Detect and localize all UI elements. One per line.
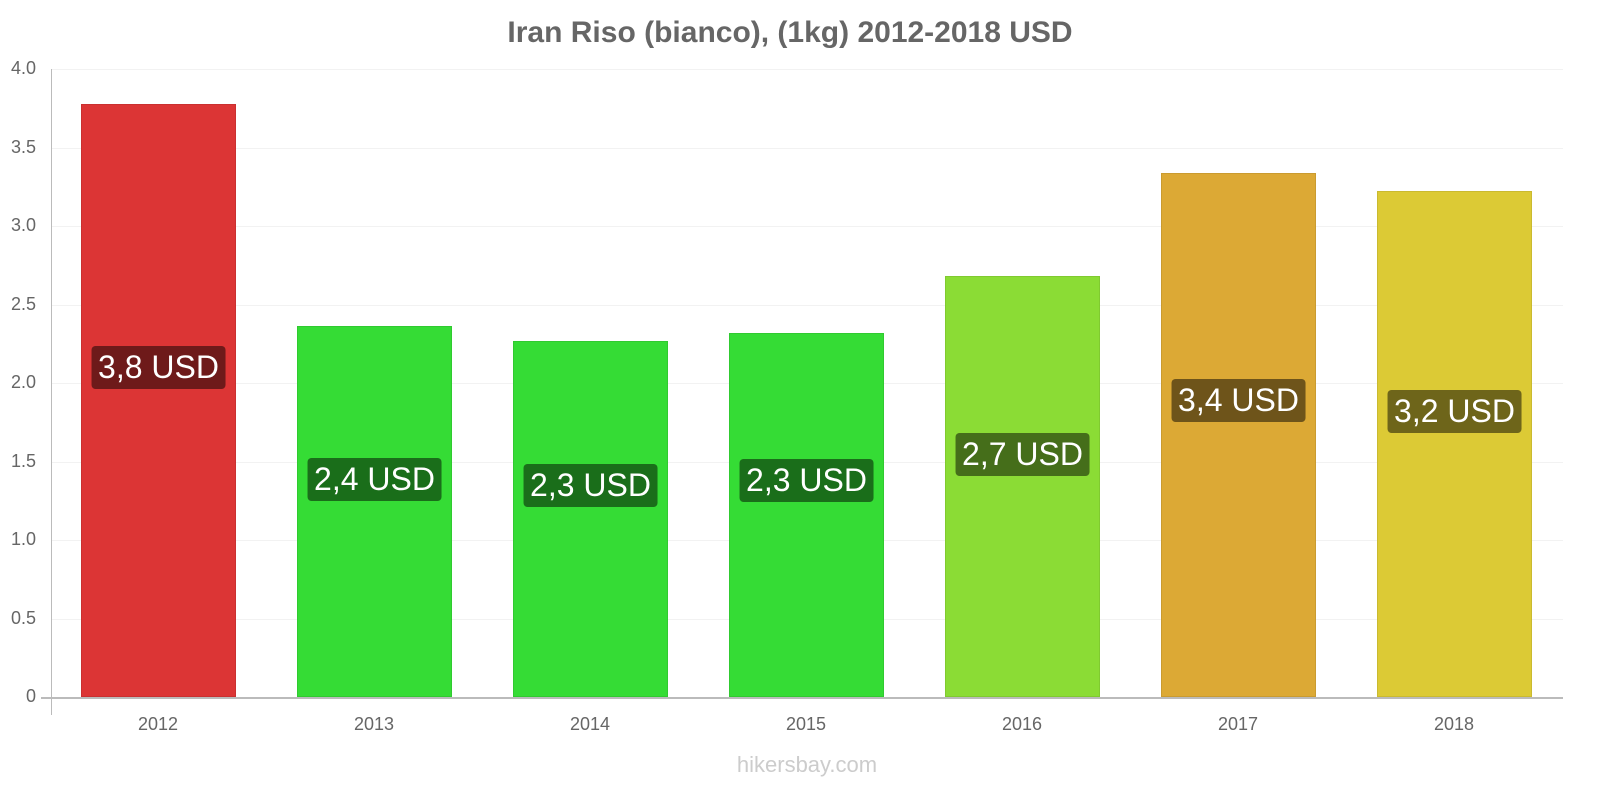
bar-2012: 3,8 USD	[81, 103, 236, 697]
x-tick-label: 2013	[353, 714, 395, 734]
y-tick-label: 0	[25, 686, 36, 706]
y-tick-label: 1.0	[10, 529, 36, 549]
x-tick-label: 2018	[1433, 714, 1475, 734]
x-tick-label: 2016	[1001, 714, 1043, 734]
y-tick-label: 2.5	[10, 293, 36, 314]
y-axis-line	[51, 69, 52, 715]
data-label: 3,4 USD	[1171, 378, 1306, 422]
y-tick-label: 0.5	[10, 607, 36, 628]
y-tick-label: 1.5	[10, 450, 36, 471]
source-credit: hikersbay.com	[736, 752, 878, 777]
data-label: 2,4 USD	[307, 457, 442, 501]
bar-2015: 2,3 USD	[729, 332, 884, 697]
gridline	[51, 226, 1563, 227]
data-label: 3,2 USD	[1387, 389, 1522, 433]
y-tick-label: 3.0	[10, 215, 36, 235]
y-tick-label: 2.0	[10, 372, 36, 392]
data-label: 3,8 USD	[91, 345, 226, 389]
bar-2014: 2,3 USD	[513, 340, 668, 697]
x-tick-label: 2015	[785, 714, 827, 734]
x-tick-label: 2014	[569, 714, 611, 734]
bar-2018: 3,2 USD	[1377, 191, 1532, 697]
gridline	[51, 69, 1563, 70]
gridline	[51, 147, 1563, 149]
gridline	[51, 304, 1563, 306]
bar-2017: 3,4 USD	[1161, 172, 1316, 697]
data-label: 2,3 USD	[523, 463, 658, 507]
bar-2016: 2,7 USD	[945, 276, 1100, 697]
data-label: 2,3 USD	[739, 458, 874, 502]
bar-2013: 2,4 USD	[297, 326, 452, 697]
chart-title: Iran Riso (bianco), (1kg) 2012-2018 USD	[507, 16, 1073, 49]
y-tick-label: 4.0	[10, 58, 36, 78]
x-tick-label: 2012	[137, 714, 179, 734]
y-tick-label: 3.5	[10, 136, 36, 157]
x-tick-label: 2017	[1217, 714, 1259, 734]
x-axis-line	[41, 697, 1563, 699]
data-label: 2,7 USD	[955, 432, 1090, 476]
